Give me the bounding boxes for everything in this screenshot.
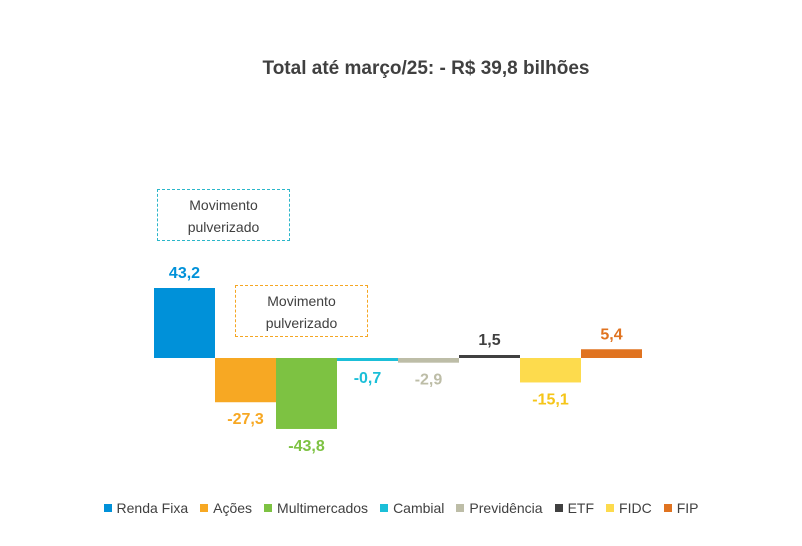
bar-fidc (520, 358, 581, 383)
legend-swatch-previdencia (456, 504, 465, 512)
legend-swatch-renda-fixa (103, 504, 112, 512)
legend-item-multimercados: Multimercados (264, 500, 368, 516)
data-label-previdencia: -2,9 (415, 372, 443, 389)
legend-label-previdencia: Previdência (469, 500, 543, 516)
bar-renda-fixa (154, 288, 215, 358)
data-label-acoes: -27,3 (227, 411, 264, 428)
data-label-multimercados: -43,8 (288, 438, 325, 455)
legend-label-etf: ETF (567, 500, 595, 516)
bar-etf (459, 355, 520, 358)
annotation-box-renda-fixa: Movimento pulverizado (157, 189, 290, 241)
data-label-fidc: -15,1 (532, 391, 569, 408)
bar-cambial (337, 358, 398, 361)
data-label-renda-fixa: 43,2 (169, 265, 200, 282)
annotation-box-acoes: Movimento pulverizado (235, 285, 368, 337)
bar-previdencia (398, 358, 459, 363)
bar-fip (581, 349, 642, 358)
legend-item-fidc: FIDC (606, 500, 652, 516)
legend-item-renda-fixa: Renda Fixa (103, 500, 189, 516)
legend-label-cambial: Cambial (393, 500, 445, 516)
legend-label-renda-fixa: Renda Fixa (116, 500, 189, 516)
legend-label-fip: FIP (676, 500, 699, 516)
legend-swatch-acoes (200, 504, 209, 512)
bar-multimercados (276, 358, 337, 429)
legend-item-previdencia: Previdência (456, 500, 543, 516)
chart-legend: Renda Fixa Ações Multimercados Cambial Previ… (0, 500, 802, 516)
legend-item-acoes: Ações (200, 500, 252, 516)
data-label-cambial: -0,7 (354, 370, 382, 387)
bar-acoes (215, 358, 276, 403)
legend-label-acoes: Ações (213, 500, 253, 516)
legend-item-cambial: Cambial (380, 500, 444, 516)
data-label-etf: 1,5 (478, 332, 500, 349)
legend-swatch-etf (554, 504, 563, 512)
legend-item-fip: FIP (663, 500, 699, 516)
legend-swatch-fidc (606, 504, 615, 512)
legend-swatch-cambial (380, 504, 389, 512)
legend-item-etf: ETF (554, 500, 595, 516)
legend-label-multimercados: Multimercados (277, 500, 369, 516)
legend-swatch-multimercados (264, 504, 273, 512)
data-label-fip: 5,4 (600, 326, 622, 343)
legend-label-fidc: FIDC (619, 500, 652, 516)
legend-swatch-fip (663, 504, 672, 512)
chart-title: Total até março/25: - R$ 39,8 bilhões (262, 58, 590, 79)
